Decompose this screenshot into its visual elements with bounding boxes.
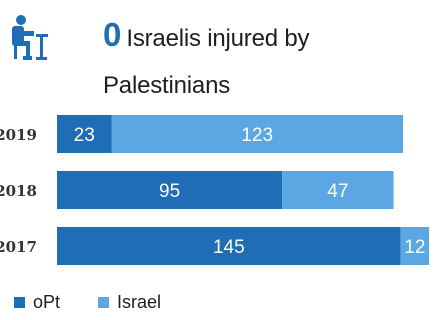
injured-count: 0 (103, 16, 122, 53)
legend-item-opt: oPt (14, 292, 60, 313)
seated-person-icon (10, 14, 50, 62)
category-label-2017: 2017 (0, 238, 37, 256)
legend-label-opt: oPt (33, 292, 61, 312)
data-label-israel-2018: 47 (327, 181, 348, 202)
data-label-opt-2018: 95 (159, 181, 180, 202)
title-text-line1: Israelis injured by (126, 25, 310, 52)
category-label-2019: 2019 (0, 126, 37, 144)
category-label-2018: 2018 (0, 182, 37, 200)
chart-legend: oPt Israel (14, 292, 199, 313)
chart-title-line1: 0 Israelis injured by (103, 12, 310, 58)
legend-swatch-israel (98, 297, 110, 308)
legend-swatch-opt (14, 297, 25, 308)
bar-israel-2018 (282, 171, 394, 209)
title-text-line2: Palestinians (103, 72, 231, 99)
data-label-israel-2019: 123 (241, 125, 273, 146)
bar-israel-2017 (400, 227, 430, 265)
data-label-opt-2017: 145 (213, 237, 245, 258)
bar-israel-2019 (111, 115, 404, 153)
data-label-opt-2019: 23 (74, 125, 95, 146)
bar-opt-2017 (57, 227, 401, 265)
bar-opt-2019 (57, 115, 112, 153)
legend-label-israel: Israel (117, 292, 162, 312)
data-label-israel-2017: 12 (404, 237, 425, 258)
stacked-bar-chart: 2019 23 123 2018 95 47 2017 145 12 (0, 115, 430, 265)
bar-opt-2018 (57, 171, 283, 209)
legend-item-israel: Israel (98, 292, 161, 313)
